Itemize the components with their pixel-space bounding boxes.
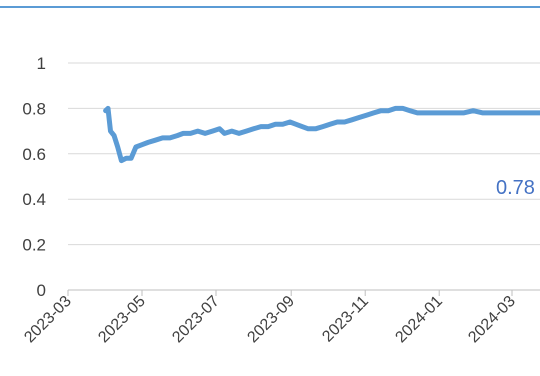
x-tick-label: 2024-01 <box>393 293 447 347</box>
x-axis-tick-labels: 2023-03 2023-05 2023-07 2023-09 2023-11 2024-… <box>21 293 519 347</box>
chart-top-border <box>0 6 540 8</box>
end-value-label: 0.78 <box>496 177 535 199</box>
x-tick-label: 2023-05 <box>95 293 149 347</box>
x-axis <box>67 289 540 296</box>
series-line <box>103 105 540 164</box>
y-tick-label: 0.6 <box>22 145 46 164</box>
gridlines <box>68 62 540 246</box>
x-tick-label: 2023-09 <box>245 293 299 347</box>
y-tick-label: 1 <box>37 54 46 73</box>
y-axis-tick-labels: 0 0.2 0.4 0.6 0.8 1 <box>22 54 46 300</box>
x-tick-label: 2024-03 <box>465 293 519 347</box>
y-tick-label: 0 <box>37 281 46 300</box>
x-tick-label: 2023-03 <box>21 293 75 347</box>
x-tick-label: 2023-11 <box>319 293 372 346</box>
y-tick-label: 0.4 <box>22 190 46 209</box>
y-tick-label: 0.2 <box>22 236 46 255</box>
y-tick-label: 0.8 <box>22 99 46 118</box>
x-tick-label: 2023-07 <box>169 293 223 347</box>
